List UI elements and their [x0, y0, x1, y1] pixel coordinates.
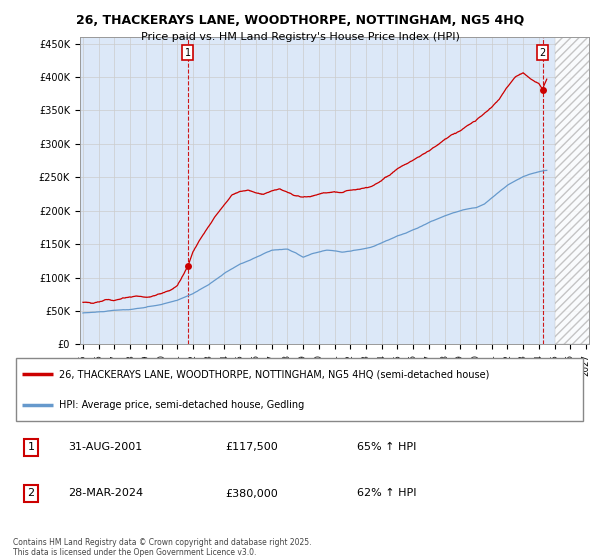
Text: 31-AUG-2001: 31-AUG-2001 — [68, 442, 142, 452]
Text: £117,500: £117,500 — [226, 442, 278, 452]
Text: 26, THACKERAYS LANE, WOODTHORPE, NOTTINGHAM, NG5 4HQ: 26, THACKERAYS LANE, WOODTHORPE, NOTTING… — [76, 14, 524, 27]
Text: 1: 1 — [28, 442, 35, 452]
Text: Price paid vs. HM Land Registry's House Price Index (HPI): Price paid vs. HM Land Registry's House … — [140, 32, 460, 43]
Text: 1: 1 — [185, 48, 191, 58]
Text: 2: 2 — [28, 488, 35, 498]
Text: 28-MAR-2024: 28-MAR-2024 — [68, 488, 143, 498]
Text: HPI: Average price, semi-detached house, Gedling: HPI: Average price, semi-detached house,… — [59, 400, 304, 410]
Text: 65% ↑ HPI: 65% ↑ HPI — [358, 442, 417, 452]
Text: Contains HM Land Registry data © Crown copyright and database right 2025.
This d: Contains HM Land Registry data © Crown c… — [13, 538, 312, 557]
Text: 26, THACKERAYS LANE, WOODTHORPE, NOTTINGHAM, NG5 4HQ (semi-detached house): 26, THACKERAYS LANE, WOODTHORPE, NOTTING… — [59, 370, 490, 380]
Text: £380,000: £380,000 — [226, 488, 278, 498]
Text: 2: 2 — [539, 48, 545, 58]
FancyBboxPatch shape — [16, 358, 583, 421]
Text: 62% ↑ HPI: 62% ↑ HPI — [358, 488, 417, 498]
